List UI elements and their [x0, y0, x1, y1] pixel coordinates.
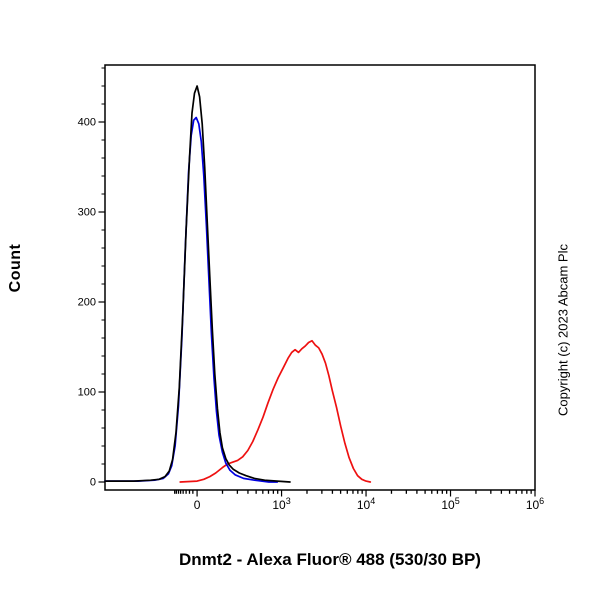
plot-border — [104, 64, 536, 491]
y-tick-label: 0 — [90, 477, 96, 489]
control-black-curve — [104, 85, 291, 483]
x-tick-label: 104 — [357, 496, 375, 512]
y-tick-label: 400 — [78, 117, 96, 129]
y-tick-label: 200 — [78, 297, 96, 309]
control-blue-curve — [104, 116, 279, 483]
y-tick-label: 100 — [78, 387, 96, 399]
x-tick-label: 0 — [194, 498, 201, 512]
x-tick-label: 106 — [526, 496, 544, 512]
copyright-text: Copyright (c) 2023 Abcam Plc — [555, 244, 571, 416]
y-axis-label: Count — [7, 243, 24, 293]
x-tick-label: 103 — [272, 496, 290, 512]
y-tick-label: 300 — [78, 207, 96, 219]
x-axis-label: Dnmt2 - Alexa Fluor® 488 (530/30 BP) — [179, 550, 481, 569]
dnmt2-alexa488-red-curve — [179, 339, 372, 483]
x-tick-label: 105 — [441, 496, 459, 512]
